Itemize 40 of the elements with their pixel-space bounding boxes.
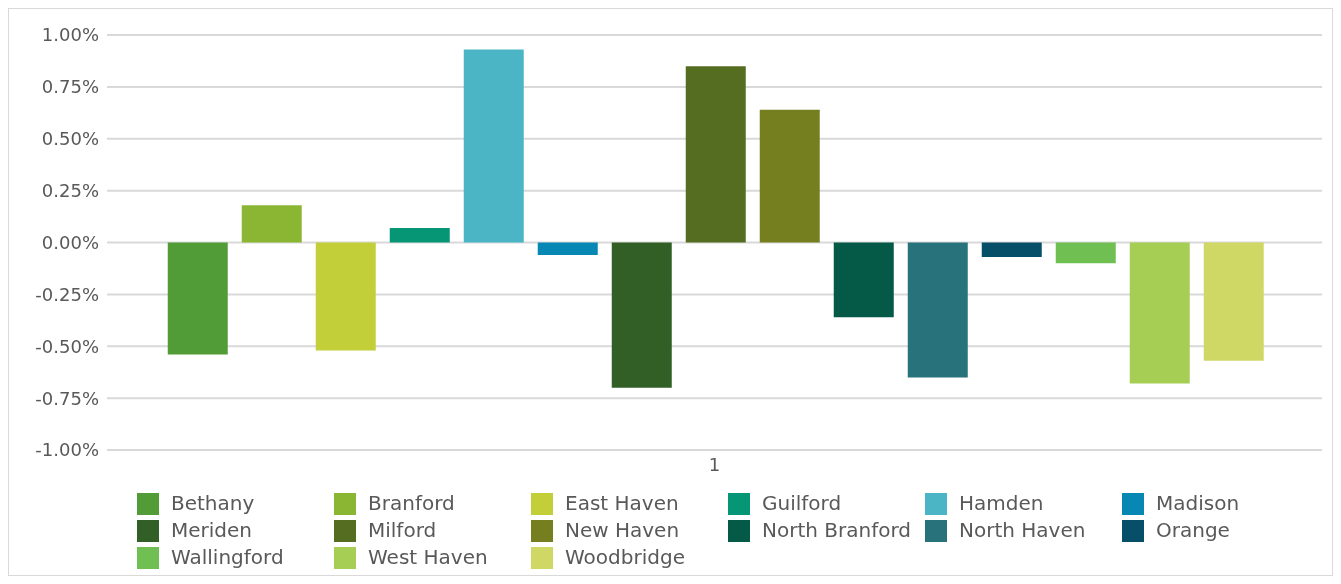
bar [1055, 242, 1116, 264]
bar [907, 242, 968, 378]
bar [537, 242, 598, 255]
bar [315, 242, 376, 351]
legend-label: New Haven [565, 517, 680, 544]
bar [167, 242, 228, 355]
y-tick-label: 0.75% [41, 76, 99, 98]
y-tick-label: -0.75% [35, 387, 99, 409]
legend-label: North Branford [762, 517, 912, 544]
legend-label: Orange [1156, 517, 1230, 544]
y-tick-label: 0.00% [41, 231, 99, 253]
bar [759, 109, 820, 243]
bar [389, 227, 450, 243]
legend-label: East Haven [565, 490, 679, 517]
legend-label: Madison [1156, 490, 1240, 517]
bar [685, 66, 746, 243]
y-tick-label: 1.00% [41, 24, 99, 46]
bar [981, 242, 1042, 258]
legend-label: Hamden [959, 490, 1044, 517]
legend-label: West Haven [368, 544, 488, 571]
bar [463, 49, 524, 243]
y-tick-label: 0.50% [41, 128, 99, 150]
legend-label: Meriden [171, 517, 253, 544]
y-tick-label: -1.00% [35, 439, 99, 461]
bar [1203, 242, 1264, 361]
y-tick-label: -0.25% [35, 283, 99, 305]
legend-label: Wallingford [171, 544, 284, 571]
bar [833, 242, 894, 318]
legend-label: Milford [368, 517, 437, 544]
legend-label: Branford [368, 490, 455, 517]
legend-label: Woodbridge [565, 544, 685, 571]
bar [611, 242, 672, 388]
y-tick-label: 0.25% [41, 180, 99, 202]
x-tick-label: 1 [708, 453, 721, 475]
bar [1129, 242, 1190, 384]
legend-label: Guilford [762, 490, 842, 517]
legend-label: North Haven [959, 517, 1086, 544]
y-tick-label: -0.50% [35, 335, 99, 357]
bar [241, 205, 302, 243]
legend-label: Bethany [171, 490, 255, 517]
